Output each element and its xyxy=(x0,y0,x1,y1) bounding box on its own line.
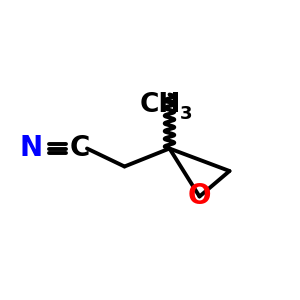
Text: 3: 3 xyxy=(180,105,192,123)
Text: N: N xyxy=(20,134,43,163)
Text: CH: CH xyxy=(140,92,181,118)
Text: C: C xyxy=(69,134,90,163)
Text: O: O xyxy=(188,182,211,211)
